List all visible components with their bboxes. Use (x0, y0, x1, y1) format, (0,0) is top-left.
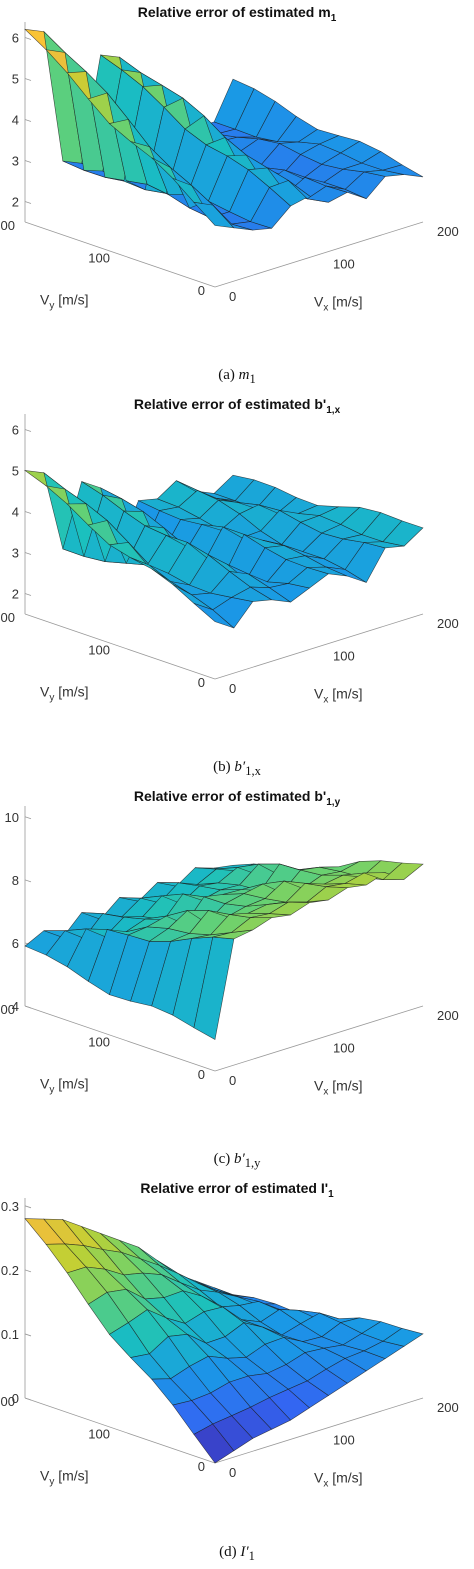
z-tick-mark (24, 1333, 32, 1337)
x-axis-line (214, 1005, 424, 1072)
z-tick-label: 10 (5, 810, 19, 825)
y-axis-line (24, 613, 216, 680)
z-tick-mark (24, 593, 32, 596)
surface-mesh (24, 28, 424, 231)
y-tick-label: 0 (198, 675, 205, 690)
z-tick-label: 2 (12, 587, 19, 602)
x-axis-label: Vx [m/s] (314, 1078, 363, 1098)
z-tick-label: 6 (12, 31, 19, 46)
x-tick-label: 200 (437, 224, 459, 239)
y-tick-label: 200 (0, 1002, 15, 1017)
z-tick-label: 0.2 (1, 1263, 19, 1278)
y-axis-label: Vy [m/s] (40, 292, 89, 312)
z-tick-label: 0.1 (1, 1327, 19, 1342)
y-tick-label: 100 (88, 251, 110, 266)
z-tick-mark (24, 119, 32, 122)
z-tick-label: 4 (12, 999, 19, 1014)
x-tick-label: 200 (437, 1008, 459, 1023)
z-tick-mark (24, 37, 32, 40)
surface-mesh (24, 860, 424, 1040)
x-tick-label: 100 (333, 649, 355, 664)
x-axis-line (214, 1397, 424, 1464)
x-tick-label: 0 (229, 289, 236, 304)
x-tick-label: 100 (333, 1041, 355, 1056)
chart-title: Relative error of estimated b'1,x (133, 396, 341, 416)
z-tick-mark (24, 160, 32, 163)
panel-caption: (b) b′1,x (213, 759, 261, 778)
surface-patch (382, 164, 424, 178)
x-axis-label: Vx [m/s] (314, 294, 363, 314)
y-axis-label: Vy [m/s] (40, 684, 89, 704)
y-tick-label: 200 (0, 1394, 15, 1409)
x-axis-label: Vx [m/s] (314, 686, 363, 706)
y-axis-line (24, 1397, 216, 1464)
x-tick-label: 200 (437, 1400, 459, 1415)
surface-patch (382, 1327, 424, 1347)
panel-d: Relative error of estimated I'1 0 0.1 0.2 0… (0, 1176, 474, 1569)
y-tick-label: 200 (0, 610, 15, 625)
y-tick-label: 100 (88, 643, 110, 658)
surface-plot: 00.10.20.3Relative error %01002000100200… (0, 1198, 459, 1490)
z-tick-label: 0.3 (1, 1199, 19, 1214)
panel-c: Relative error of estimated b'1,y 46810×… (0, 784, 474, 1176)
x-tick-label: 0 (229, 1465, 236, 1480)
surface-mesh (23, 470, 424, 629)
z-tick-mark (24, 1205, 32, 1209)
z-tick-mark (24, 1269, 32, 1273)
x-axis-line (214, 221, 424, 288)
z-tick-label: 5 (12, 464, 19, 479)
z-tick-label: 2 (12, 195, 19, 210)
panel-a: Relative error of estimated m1 23456×10-… (0, 0, 474, 392)
panel-caption: (d) I′1 (219, 1544, 255, 1563)
z-tick-label: 4 (12, 505, 19, 520)
x-tick-label: 0 (229, 1073, 236, 1088)
y-axis-label: Vy [m/s] (40, 1076, 89, 1096)
z-tick-mark (24, 816, 32, 820)
y-tick-label: 0 (198, 283, 205, 298)
y-axis-line (24, 1005, 216, 1072)
surface-patch (382, 862, 424, 881)
z-tick-label: 5 (12, 72, 19, 87)
y-tick-label: 100 (88, 1035, 110, 1050)
panel-b: Relative error of estimated b'1,x 23456×… (0, 392, 474, 784)
x-tick-label: 200 (437, 616, 459, 631)
surface-patch (382, 520, 424, 547)
y-tick-label: 200 (0, 218, 15, 233)
y-tick-label: 0 (198, 1459, 205, 1474)
z-tick-mark (24, 1397, 32, 1401)
z-tick-mark (24, 1005, 32, 1009)
x-axis-line (214, 613, 424, 680)
z-tick-label: 0 (12, 1391, 19, 1406)
x-axis-label: Vx [m/s] (314, 1470, 363, 1490)
z-tick-mark (24, 879, 32, 883)
z-tick-mark (24, 511, 32, 514)
z-tick-label: 3 (12, 546, 19, 561)
z-tick-mark (24, 201, 32, 204)
x-tick-label: 0 (229, 681, 236, 696)
z-tick-label: 6 (12, 936, 19, 951)
chart-title: Relative error of estimated m1 (137, 4, 337, 24)
y-axis-line (24, 221, 216, 288)
x-tick-label: 100 (333, 1433, 355, 1448)
chart-title: Relative error of estimated b'1,y (133, 788, 341, 808)
x-tick-label: 100 (333, 257, 355, 272)
z-tick-mark (24, 429, 32, 432)
z-tick-label: 3 (12, 154, 19, 169)
y-axis-label: Vy [m/s] (40, 1468, 89, 1488)
surface-mesh (24, 1218, 424, 1464)
z-tick-mark (24, 552, 32, 555)
panel-caption: (c) b′1,y (213, 1151, 261, 1170)
y-tick-label: 100 (88, 1427, 110, 1442)
z-tick-label: 4 (12, 113, 19, 128)
z-tick-label: 6 (12, 423, 19, 438)
z-tick-mark (24, 78, 32, 81)
panel-caption: (a) m1 (218, 367, 256, 386)
chart-title: Relative error of estimated I'1 (140, 1180, 334, 1200)
y-tick-label: 0 (198, 1067, 205, 1082)
z-tick-label: 8 (12, 873, 19, 888)
